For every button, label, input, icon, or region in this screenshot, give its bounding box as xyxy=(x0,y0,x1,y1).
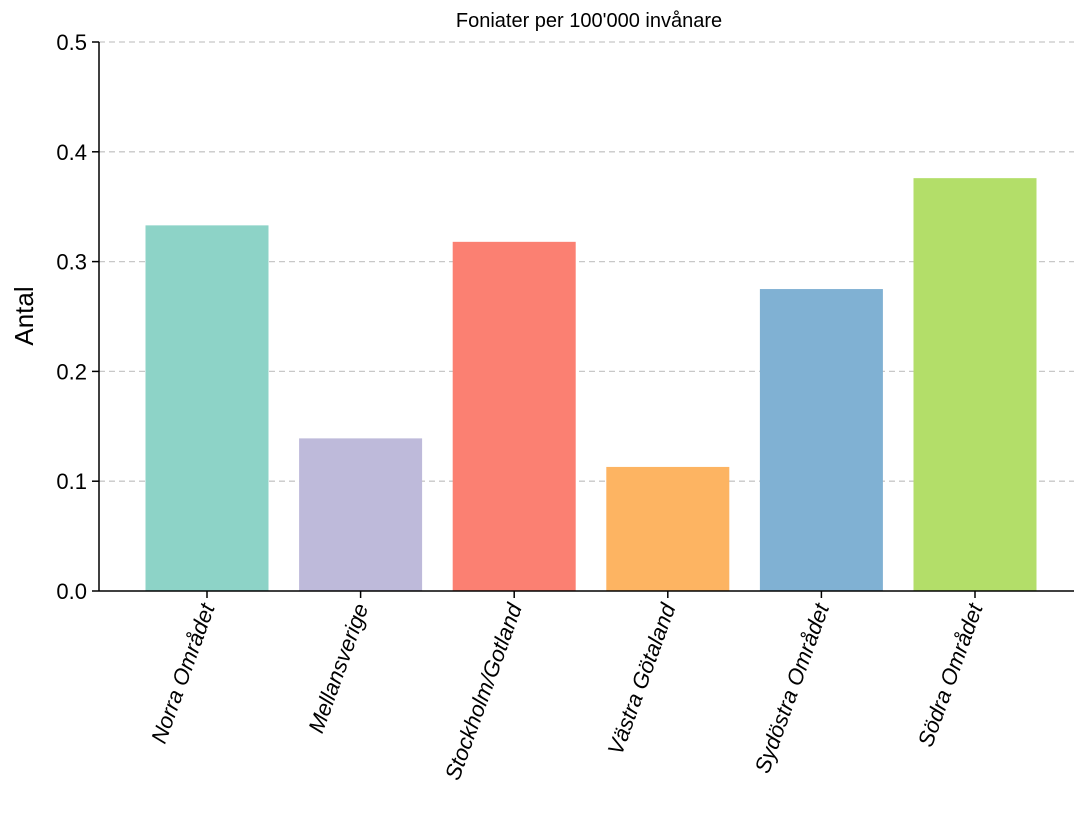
bar xyxy=(299,438,423,591)
y-tick-label: 0.1 xyxy=(56,469,87,494)
x-tick-label: Norra Området xyxy=(146,599,220,746)
y-tick-label: 0.3 xyxy=(56,250,87,275)
y-ticks: 0.0 0.1 0.2 0.3 0.4 0.5 xyxy=(56,30,99,604)
x-tick-label: Södra Området xyxy=(913,599,988,750)
x-tick-label: Västra Götaland xyxy=(603,599,681,758)
x-ticks: Norra Området Mellansverige Stockholm/Gotl… xyxy=(146,591,988,783)
x-tick-label: Sydöstra Området xyxy=(750,599,835,776)
bars xyxy=(145,178,1037,592)
y-tick-label: 0.5 xyxy=(56,30,87,55)
y-tick-label: 0.0 xyxy=(56,579,87,604)
bar xyxy=(913,178,1037,592)
x-tick-label: Mellansverige xyxy=(303,600,373,736)
y-tick-label: 0.2 xyxy=(56,359,87,384)
bar xyxy=(759,289,883,591)
chart-title: Foniater per 100'000 invånare xyxy=(456,10,722,32)
bar xyxy=(606,466,730,591)
bar xyxy=(452,241,576,591)
x-tick-label: Stockholm/Gotland xyxy=(440,599,527,783)
bar xyxy=(145,225,269,591)
y-tick-label: 0.4 xyxy=(56,140,87,165)
axes xyxy=(98,42,1074,592)
y-axis-label: Antal xyxy=(9,286,39,345)
